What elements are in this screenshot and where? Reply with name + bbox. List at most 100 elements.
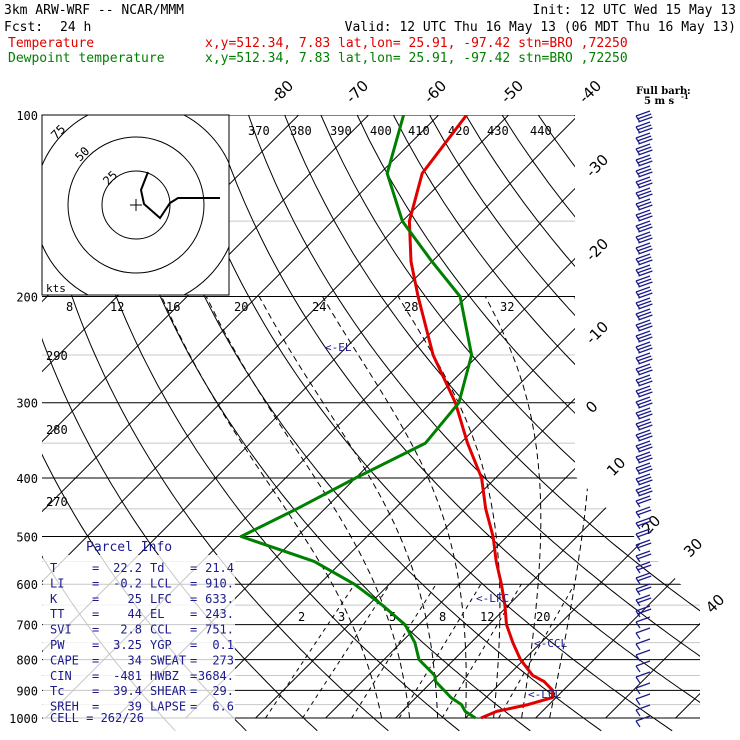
el-annotation: <-EL	[325, 341, 352, 354]
wind-barb	[635, 187, 653, 200]
dry-adiabat	[646, 115, 700, 732]
dry-adiabat	[248, 115, 700, 732]
theta-tick-label: 390	[330, 124, 352, 138]
barb-legend-line2: 5 m s	[644, 96, 675, 107]
hodograph-units: kts	[46, 282, 66, 295]
pressure-tick-label: 900	[16, 684, 38, 698]
parcel-eq: =	[92, 561, 99, 575]
parcel-eq: =	[92, 576, 99, 590]
wind-barb	[635, 638, 651, 651]
barb-legend-line1: Full barb:	[636, 86, 691, 97]
wind-barb	[635, 308, 653, 321]
wind-barb	[635, 264, 653, 277]
isotherm-tick-label: -80	[267, 77, 297, 107]
parcel-cell: CELL = 262/26	[50, 711, 144, 725]
parcel-key: LAPSE	[150, 700, 186, 714]
parcel-eq: =	[92, 669, 99, 683]
parcel-value: -481	[113, 669, 142, 683]
mixing-ratio-line	[351, 583, 437, 719]
wind-barb	[635, 605, 652, 618]
parcel-value: -0.2	[113, 576, 142, 590]
wind-barb	[635, 704, 651, 717]
parcel-value: 39	[128, 700, 142, 714]
theta-tick-label: 370	[248, 124, 270, 138]
model-title: 3km ARW-WRF -- NCAR/MMM	[4, 3, 184, 18]
wind-barb	[635, 121, 653, 134]
isotherm-tick-label: -40	[575, 77, 605, 107]
mixing-ratio-tick-label: 5	[389, 610, 396, 624]
wind-barb	[635, 649, 651, 662]
pressure-tick-label: 800	[16, 654, 38, 668]
theta-tick-label: 400	[370, 124, 392, 138]
parcel-key: SREH	[50, 700, 79, 714]
barb-legend: Full barb: 5 m s -1	[636, 86, 691, 107]
theta-e-tick-label: 24	[312, 300, 326, 314]
wind-barb	[635, 451, 653, 464]
wind-barb	[635, 297, 653, 310]
parcel-eq: =	[190, 700, 197, 714]
parcel-eq: =	[92, 653, 99, 667]
pressure-tick-label: 500	[16, 530, 38, 544]
isotherm-line	[42, 115, 509, 719]
isotherm-tick-label: -30	[582, 151, 612, 181]
wind-barb	[635, 462, 653, 475]
isotherm-tick-label: 40	[702, 591, 728, 617]
wind-barb	[635, 275, 653, 288]
parcel-key: Td	[150, 561, 164, 575]
parcel-key: LFC	[150, 592, 172, 606]
theta-e-tick-label: 16	[166, 300, 180, 314]
pressure-tick-label: 600	[16, 578, 38, 592]
theta-tick-label: 380	[290, 124, 312, 138]
parcel-key: LCL	[150, 576, 172, 590]
wind-barb	[635, 132, 653, 145]
parcel-value: 25	[128, 592, 142, 606]
wind-barb	[635, 176, 653, 189]
mixing-ratio-line	[265, 583, 356, 719]
parcel-key: SVI	[50, 623, 72, 637]
wind-barb	[635, 286, 653, 299]
parcel-eq: =	[190, 684, 197, 698]
isotherm-line	[42, 115, 439, 719]
dewpoint-legend-label: Dewpoint temperature	[8, 51, 165, 66]
dry-adiabat	[211, 115, 700, 732]
wind-barb	[635, 319, 653, 332]
wind-barb	[635, 429, 653, 442]
theta-e-tick-label: 20	[234, 300, 248, 314]
parcel-info: Parcel Info T = 22.2 Td = 21.4 LI = -0.2 LCL = 910.…	[43, 540, 235, 738]
dry-adiabat	[465, 115, 700, 732]
dry-adiabat	[175, 115, 673, 732]
valid-time: Valid: 12 UTC Thu 16 May 13 (06 MDT Thu …	[345, 20, 736, 35]
parcel-key: CAPE	[50, 653, 79, 667]
wind-barb	[635, 627, 651, 640]
level-annotations: <-EL <-LFC <-CCL <-LCL	[325, 341, 567, 701]
theta-left-tick-label: 270	[46, 495, 68, 509]
wind-barb	[635, 660, 651, 673]
hodograph-trace	[139, 171, 220, 220]
wind-barb	[635, 715, 651, 728]
isotherm-tick-label: -50	[497, 77, 527, 107]
isotherm-line	[675, 115, 700, 719]
parcel-key: K	[50, 592, 58, 606]
parcel-value: 34	[128, 653, 142, 667]
parcel-value: 2.8	[120, 623, 142, 637]
barb-legend-exponent: -1	[681, 92, 689, 101]
theta-tick-label: 430	[487, 124, 509, 138]
sounding-profiles	[239, 115, 555, 720]
theta-tick-label: 440	[530, 124, 552, 138]
wind-barb	[635, 110, 653, 123]
theta-e-tick-label: 32	[500, 300, 514, 314]
parcel-value: 243.	[205, 607, 234, 621]
parcel-value: 21.4	[205, 561, 234, 575]
parcel-key: LI	[50, 576, 64, 590]
parcel-eq: =	[92, 592, 99, 606]
lcl-annotation: <-LCL	[528, 688, 561, 701]
pressure-tick-label: 400	[16, 472, 38, 486]
dry-adiabat	[392, 115, 700, 732]
parcel-value: 6.6	[212, 700, 234, 714]
theta-left-tick-label: 280	[46, 423, 68, 437]
wind-barb	[635, 539, 652, 552]
wind-barb	[635, 341, 653, 354]
isotherm-line	[255, 115, 700, 719]
